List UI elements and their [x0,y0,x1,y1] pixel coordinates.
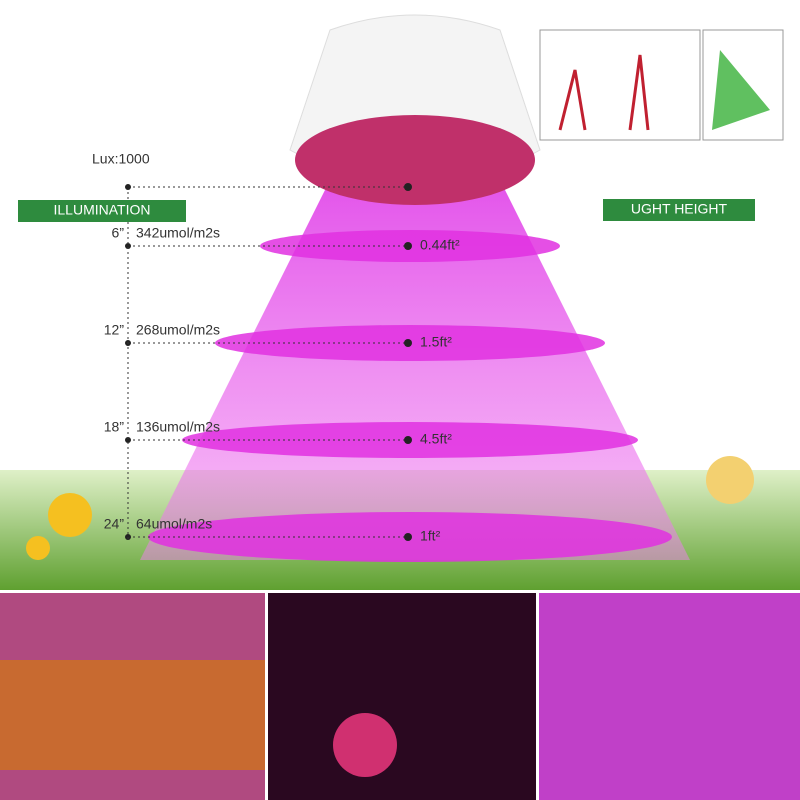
dot [404,183,412,191]
dot [404,533,412,541]
height-label: UGHT HEIGHT [631,201,728,217]
ppfd-value: 268umol/m2s [136,322,220,338]
area-value: 4.5ft² [420,431,452,447]
spectrum-chart [539,29,701,141]
illumination-badge [18,200,186,222]
light-cone [140,180,690,560]
height-badge [603,199,755,221]
area-value: 0.44ft² [420,237,460,253]
sunflower [48,493,92,537]
dot [404,242,412,250]
height-value: 12” [104,322,125,338]
ppfd-value: 64umol/m2s [136,516,212,532]
height-value: 6” [112,225,125,241]
area-value: 1ft² [420,528,441,544]
height-value: 18” [104,419,125,435]
dot [404,339,412,347]
illumination-label: ILLUMINATION [54,202,151,218]
photo-cactus [268,593,536,800]
dot [404,436,412,444]
dot [125,437,131,443]
photo-leaves [539,593,800,800]
cie-gamut [712,50,770,130]
cactus [333,713,397,777]
sunflower [26,536,50,560]
ppfd-value: 342umol/m2s [136,225,220,241]
height-value: 24” [104,516,125,532]
photo-plants [0,660,265,770]
sunflower [706,456,754,504]
spectrum-peaks [558,54,650,131]
lux-label: Lux:1000 [92,151,150,167]
area-value: 1.5ft² [420,334,452,350]
ppfd-value: 136umol/m2s [136,419,220,435]
lamp-leds [295,115,535,205]
dot [125,184,131,190]
dot [125,243,131,249]
